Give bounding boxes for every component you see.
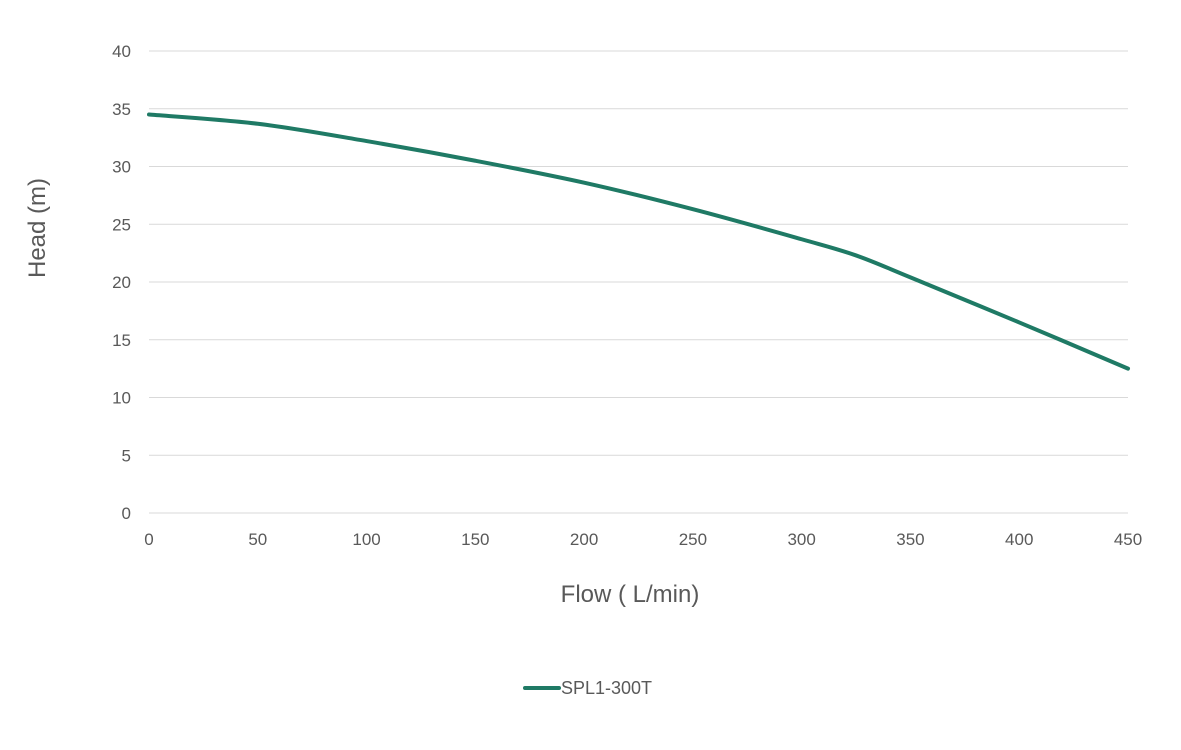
- y-tick-label: 30: [112, 158, 131, 177]
- gridlines: [149, 50, 1128, 514]
- x-tick-label: 50: [248, 530, 267, 549]
- x-axis-ticks: 0 50 100 150 200 250 300 350 400 450: [144, 530, 1142, 549]
- x-tick-label: 0: [144, 530, 153, 549]
- x-tick-label: 450: [1114, 530, 1142, 549]
- y-tick-label: 20: [112, 273, 131, 292]
- x-tick-label: 400: [1005, 530, 1033, 549]
- y-tick-label: 25: [112, 215, 131, 234]
- legend-label-spl1-300t: SPL1-300T: [561, 678, 652, 698]
- series-lines: [147, 112, 1130, 371]
- x-tick-label: 350: [896, 530, 924, 549]
- y-tick-label: 0: [122, 504, 131, 523]
- y-tick-label: 5: [122, 446, 131, 465]
- x-tick-label: 100: [352, 530, 380, 549]
- x-axis-title: Flow ( L/min): [561, 581, 700, 608]
- y-tick-label: 35: [112, 100, 131, 119]
- x-tick-label: 300: [787, 530, 815, 549]
- x-tick-label: 200: [570, 530, 598, 549]
- y-tick-label: 10: [112, 389, 131, 408]
- x-tick-label: 250: [679, 530, 707, 549]
- y-tick-label: 15: [112, 331, 131, 350]
- y-tick-label: 40: [112, 42, 131, 61]
- x-tick-label: 150: [461, 530, 489, 549]
- y-axis-title: Head (m): [24, 178, 51, 278]
- series-line-spl1-300t: [147, 112, 1130, 371]
- y-axis-ticks: 0 5 10 15 20 25 30 35 40: [112, 42, 131, 523]
- legend: SPL1-300T: [523, 678, 652, 698]
